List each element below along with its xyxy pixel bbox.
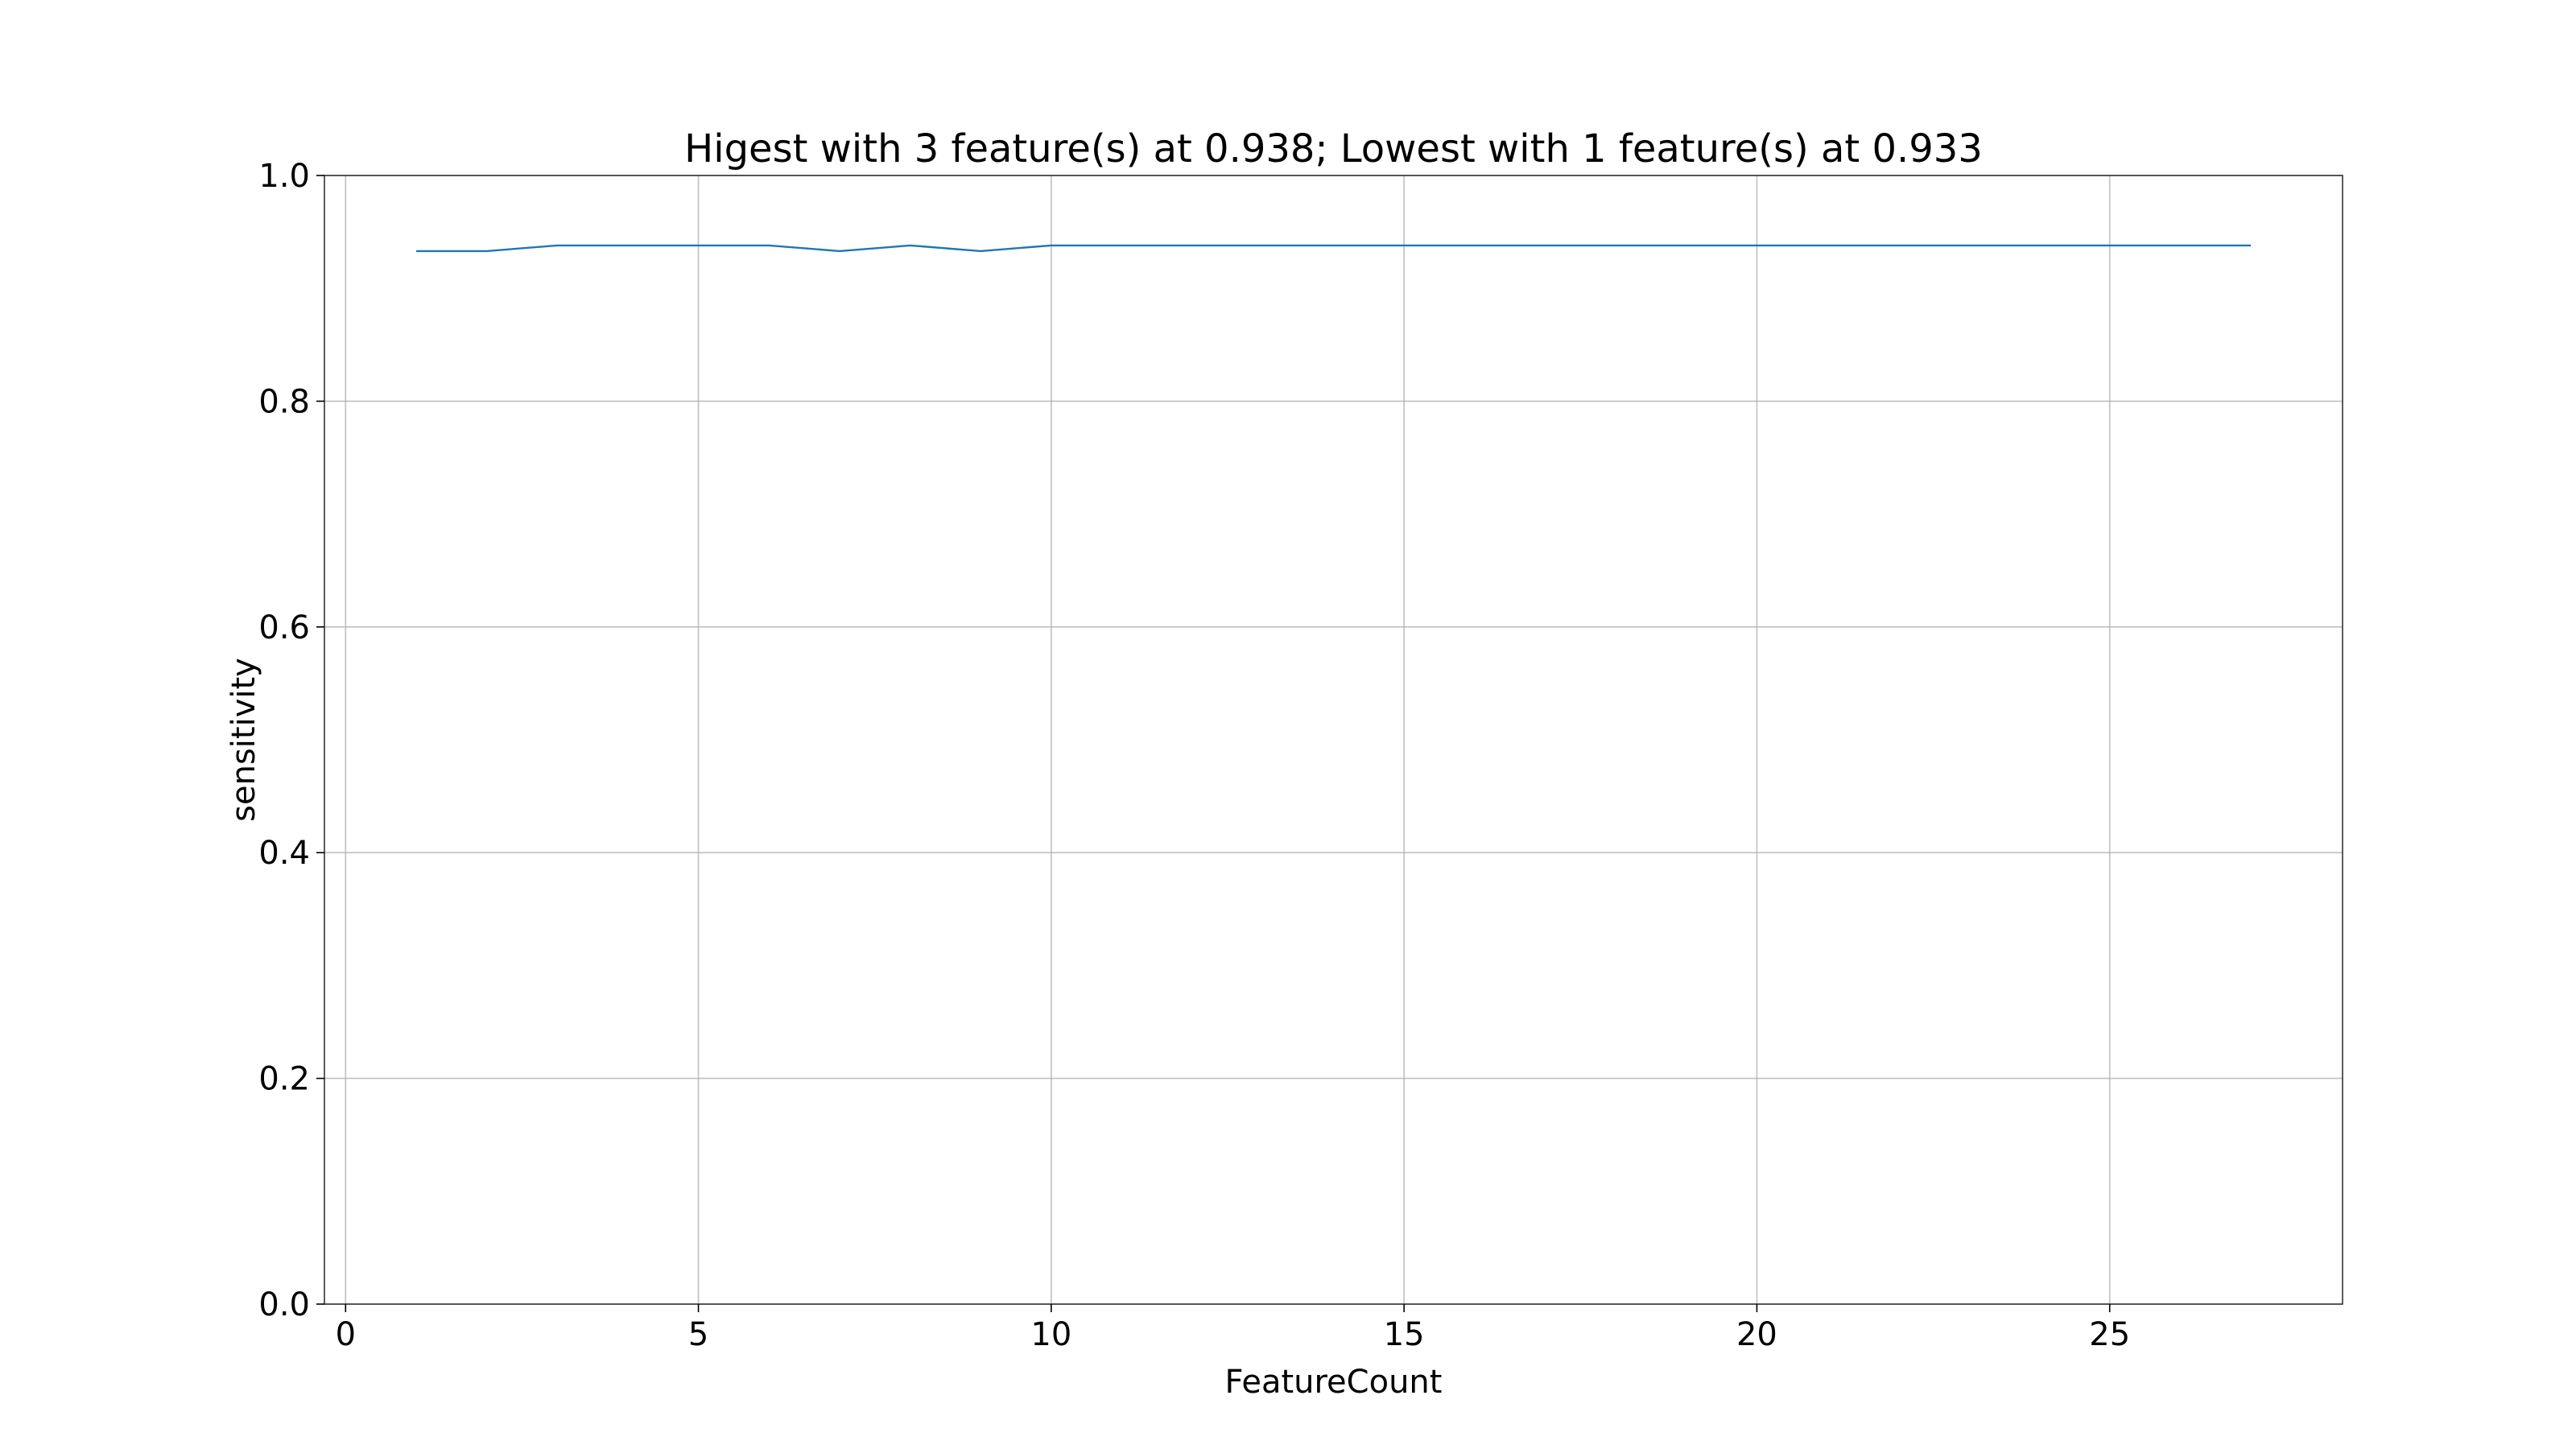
y-tick-label: 0.8 xyxy=(258,383,310,420)
x-tick-label: 15 xyxy=(1384,1316,1425,1353)
y-tick-label: 1.0 xyxy=(258,158,310,195)
series-line xyxy=(416,244,2251,253)
x-tick-label: 25 xyxy=(2089,1316,2130,1353)
series-group xyxy=(416,244,2251,253)
y-tick-label: 0.6 xyxy=(258,609,310,646)
x-axis-ticks: 0 5 10 15 20 25 xyxy=(336,1304,2130,1353)
x-tick-label: 0 xyxy=(336,1316,356,1353)
y-tick-label: 0.0 xyxy=(258,1286,310,1323)
x-tick-label: 20 xyxy=(1736,1316,1777,1353)
x-tick-label: 10 xyxy=(1030,1316,1071,1353)
y-tick-label: 0.4 xyxy=(258,835,310,872)
chart-title: Higest with 3 feature(s) at 0.938; Lowes… xyxy=(684,126,1983,171)
plot-frame xyxy=(324,175,2343,1305)
x-axis-label: FeatureCount xyxy=(1225,1364,1443,1401)
y-axis-label: sensitivity xyxy=(225,658,262,822)
x-tick-label: 5 xyxy=(688,1316,708,1353)
y-axis-ticks: 0.0 0.2 0.4 0.6 0.8 1.0 xyxy=(258,158,324,1323)
y-tick-label: 0.2 xyxy=(258,1061,310,1098)
